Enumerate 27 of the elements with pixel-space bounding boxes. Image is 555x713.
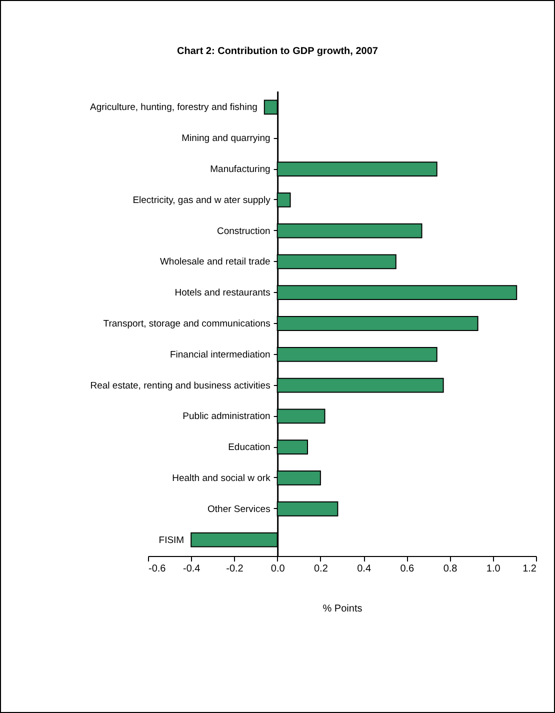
x-tick-label: 0.4 xyxy=(357,564,372,574)
chart-title: Chart 2: Contribution to GDP growth, 2007 xyxy=(176,46,379,57)
y-tick-label: Health and social w ork xyxy=(172,472,271,484)
x-tick-label: 1.0 xyxy=(486,564,501,574)
x-tick-label: 0.0 xyxy=(270,564,286,574)
x-tick-label: 0.8 xyxy=(443,564,458,574)
y-tick-label: Manufacturing xyxy=(210,164,270,176)
x-axis-title: % Points xyxy=(322,604,362,614)
y-tick-label: Agriculture, hunting, forestry and fishing xyxy=(90,102,258,114)
y-tick-label: Electricity, gas and w ater supply xyxy=(132,194,271,206)
x-tick-label: 1.2 xyxy=(522,564,537,574)
y-tick-label: Education xyxy=(228,442,270,454)
y-tick-label: Public administration xyxy=(182,411,270,422)
y-tick-label: Financial intermediation xyxy=(170,349,270,360)
y-tick-label: Transport, storage and communications xyxy=(103,318,271,330)
y-tick-label: Hotels and restaurants xyxy=(174,288,271,299)
x-tick-label: -0.2 xyxy=(226,564,244,574)
x-tick-label: 0.6 xyxy=(400,564,415,574)
y-tick-label: FISIM xyxy=(158,534,184,546)
y-tick-label: Wholesale and retail trade xyxy=(160,256,270,268)
x-tick-label: 0.2 xyxy=(314,564,328,574)
y-tick-label: Other Services xyxy=(208,504,271,515)
y-tick-label: Construction xyxy=(216,226,270,237)
x-tick-label: -0.6 xyxy=(148,564,166,574)
x-tick-label: -0.4 xyxy=(182,564,201,574)
y-tick-label: Real estate, renting and business activities xyxy=(90,380,271,392)
y-tick-label: Mining and quarrying xyxy=(182,133,270,144)
